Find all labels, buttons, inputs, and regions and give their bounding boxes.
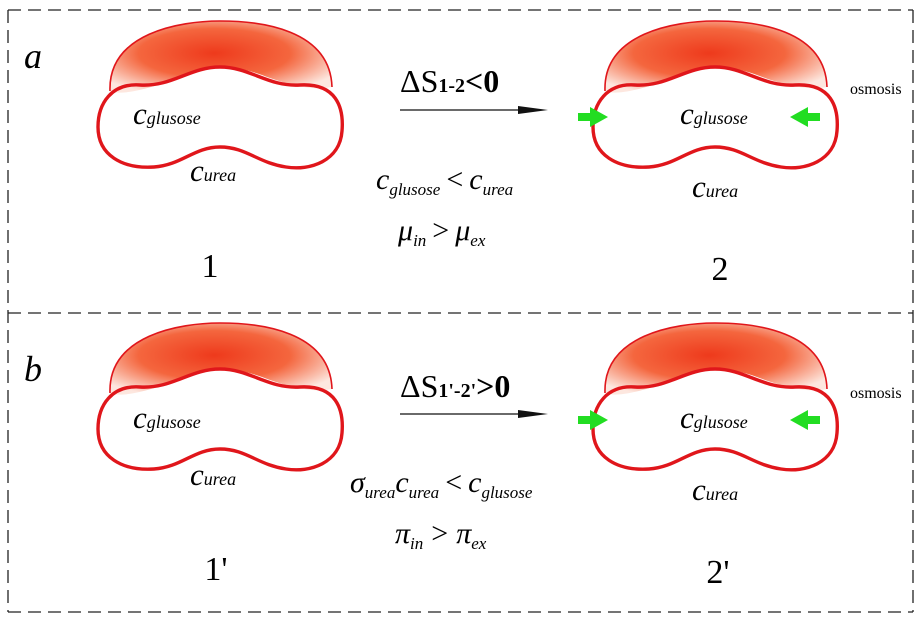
cell-1 (96, 19, 344, 170)
entropy-change-a: ΔS1-2<0 (400, 63, 499, 99)
osmosis-arrow-left-b (578, 410, 608, 430)
panel-b: b cglusose curea 1' ΔS1'-2'>0 σureacurea… (24, 321, 902, 591)
condition-a-2: μin > μex (397, 214, 486, 250)
cell-1-prime-outside-concentration: curea (190, 457, 236, 492)
condition-b-2: πin > πex (395, 517, 487, 553)
panel-b-letter: b (24, 349, 42, 389)
cell-1-prime-inside-concentration: cglusose (133, 400, 201, 435)
process-arrow-a (400, 106, 548, 114)
cell-2-prime-inside-concentration: cglusose (680, 400, 748, 435)
cell-1-outside-concentration: curea (190, 153, 236, 188)
cell-2-prime-label: 2' (706, 554, 729, 591)
panel-a-letter: a (24, 36, 42, 76)
osmosis-label-a: osmosis (850, 81, 902, 98)
osmosis-arrow-right-a (790, 107, 820, 127)
osmosis-arrow-left-a (578, 107, 608, 127)
cell-2-outside-concentration: curea (692, 169, 738, 204)
panel-a: a cglusose curea 1 ΔS1-2<0 cglusose < cure… (24, 19, 902, 288)
cell-2-inside-concentration: cglusose (680, 96, 748, 131)
cell-2-prime (591, 321, 839, 472)
entropy-change-b: ΔS1'-2'>0 (400, 368, 510, 404)
condition-b-1: σureacurea < cglusose (350, 466, 533, 502)
process-arrow-b (400, 410, 548, 418)
cell-2-prime-outside-concentration: curea (692, 472, 738, 507)
osmosis-arrow-right-b (790, 410, 820, 430)
cell-2 (591, 19, 839, 170)
osmosis-label-b: osmosis (850, 385, 902, 402)
cell-1-label: 1 (202, 248, 219, 285)
cell-1-prime (96, 321, 344, 472)
cell-1-prime-label: 1' (204, 551, 227, 588)
condition-a-1: cglusose < curea (376, 163, 513, 199)
cell-1-inside-concentration: cglusose (133, 96, 201, 131)
cell-2-label: 2 (712, 251, 729, 288)
dashed-frame (7, 9, 914, 613)
